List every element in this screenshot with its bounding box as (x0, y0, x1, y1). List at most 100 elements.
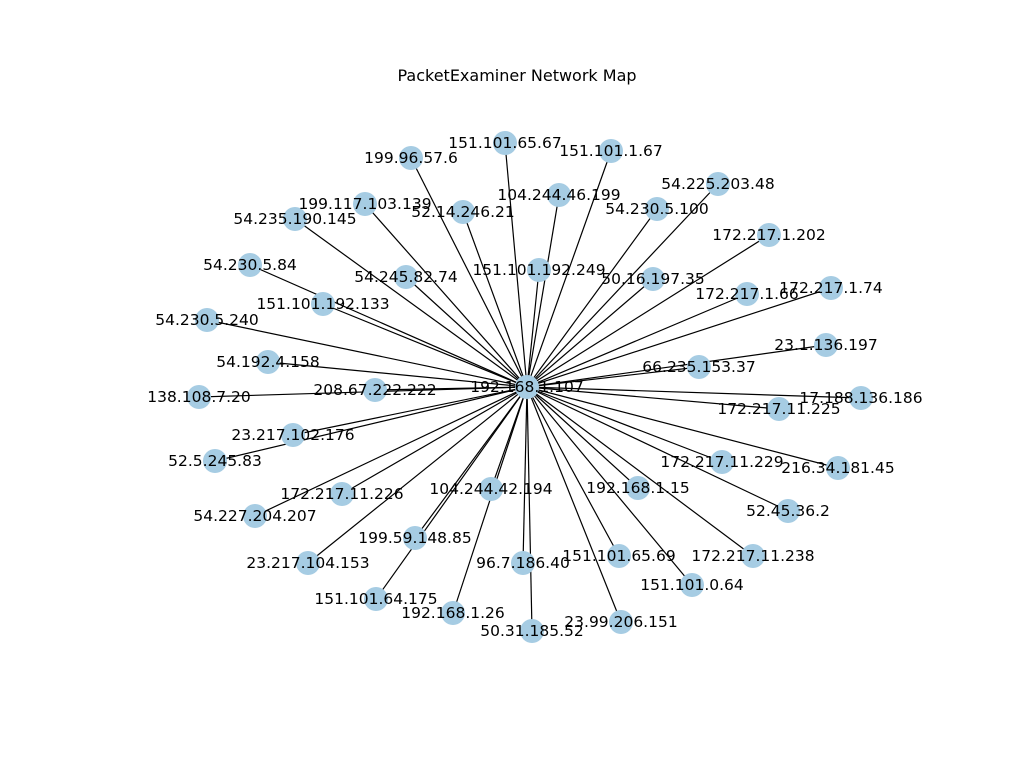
edge-151-101-192-133 (322, 303, 528, 388)
edge-54-230-5-84 (249, 264, 528, 388)
node-23-99-206-151 (609, 610, 633, 634)
node-label-54-227-204-207: 54.227.204.207 (193, 507, 316, 525)
node-54-230-5-100 (645, 197, 669, 221)
node-label-151-101-192-133: 151.101.192.133 (256, 295, 389, 313)
node-192-168-1-15 (626, 476, 650, 500)
node-151-101-192-133 (311, 292, 335, 316)
edge-172-217-11-238 (526, 386, 754, 557)
edge-52-14-246-21 (462, 211, 528, 388)
node-151-101-0-64 (680, 573, 704, 597)
node-label-50-16-197-35: 50.16.197.35 (601, 270, 705, 288)
edge-54-225-203-48 (526, 183, 719, 388)
node-label-54-230-5-84: 54.230.5.84 (203, 256, 297, 274)
edge-54-192-4-158 (267, 361, 528, 388)
node-label-192-168-1-15: 192.168.1.15 (586, 479, 690, 497)
edge-17-188-136-186 (526, 386, 862, 399)
edge-50-31-185-52 (526, 386, 533, 632)
edge-151-101-0-64 (526, 386, 693, 586)
node-23-1-136-197 (814, 333, 838, 357)
node-label-54-230-5-100: 54.230.5.100 (605, 200, 709, 218)
node-label-192-168-1-26: 192.168.1.26 (401, 604, 505, 622)
node-104-244-42-194 (479, 477, 503, 501)
edge-172-217-1-66 (526, 293, 748, 388)
node-104-244-46-199 (547, 183, 571, 207)
node-label-151-101-1-67: 151.101.1.67 (559, 142, 663, 160)
node-23-217-104-153 (296, 551, 320, 575)
edge-172-217-1-74 (526, 287, 832, 388)
edge-199-59-148-85 (414, 386, 528, 539)
node-label-151-101-192-249: 151.101.192.249 (472, 261, 605, 279)
node-199-96-57-6 (399, 146, 423, 170)
node-label-54-235-190-145: 54.235.190.145 (233, 210, 356, 228)
edge-54-245-82-74 (405, 276, 528, 388)
node-label-151-101-65-69: 151.101.65.69 (562, 547, 675, 565)
node-54-235-190-145 (283, 207, 307, 231)
node-23-217-102-176 (281, 423, 305, 447)
node-54-227-204-207 (243, 504, 267, 528)
node-label-23-1-136-197: 23.1.136.197 (774, 336, 878, 354)
node-label-54-192-4-158: 54.192.4.158 (216, 353, 320, 371)
node-label-23-217-104-153: 23.217.104.153 (246, 554, 369, 572)
node-label-151-101-0-64: 151.101.0.64 (640, 576, 744, 594)
node-138-108-7-20 (187, 385, 211, 409)
node-172-217-11-238 (741, 544, 765, 568)
node-172-217-1-202 (757, 223, 781, 247)
edge-216-34-181-45 (526, 386, 839, 469)
node-label-138-108-7-20: 138.108.7.20 (147, 388, 251, 406)
node-label-66-235-153-37: 66.235.153.37 (642, 358, 755, 376)
edge-23-1-136-197 (526, 344, 827, 388)
node-label-54-225-203-48: 54.225.203.48 (661, 175, 774, 193)
node-172-217-11-225 (767, 397, 791, 421)
node-172-217-1-66 (735, 282, 759, 306)
edge-151-101-1-67 (526, 150, 612, 388)
node-label-172-217-11-229: 172.217.11.229 (660, 453, 783, 471)
node-151-101-65-67 (493, 131, 517, 155)
node-label-52-5-245-83: 52.5.245.83 (168, 452, 262, 470)
node-151-101-1-67 (599, 139, 623, 163)
node-52-45-36-2 (776, 499, 800, 523)
node-label-54-245-82-74: 54.245.82.74 (354, 268, 458, 286)
node-208-67-222-222 (363, 378, 387, 402)
node-label-216-34-181-45: 216.34.181.45 (781, 459, 894, 477)
node-label-104-244-46-199: 104.244.46.199 (497, 186, 620, 204)
node-label-151-101-64-175: 151.101.64.175 (314, 590, 437, 608)
node-label-199-59-148-85: 199.59.148.85 (358, 529, 471, 547)
edge-54-230-5-100 (526, 208, 658, 388)
node-199-117-103-139 (353, 192, 377, 216)
node-151-101-192-249 (527, 258, 551, 282)
node-label-208-67-222-222: 208.67.222.222 (313, 381, 436, 399)
node-172-217-1-74 (819, 276, 843, 300)
edge-54-235-190-145 (294, 218, 528, 388)
node-151-101-64-175 (364, 587, 388, 611)
node-54-245-82-74 (394, 265, 418, 289)
node-96-7-186-40 (511, 551, 535, 575)
node-label-172-217-1-74: 172.217.1.74 (779, 279, 883, 297)
node-label-199-117-103-139: 199.117.103.139 (298, 195, 431, 213)
edge-151-101-65-67 (504, 142, 528, 388)
edge-54-230-5-240 (206, 319, 528, 388)
edge-104-244-46-199 (526, 194, 560, 388)
node-label-17-188-136-186: 17.188.136.186 (799, 389, 922, 407)
node-54-192-4-158 (256, 350, 280, 374)
edge-172-217-11-226 (341, 386, 528, 495)
edge-172-217-11-225 (526, 386, 780, 410)
node-label-172-217-11-226: 172.217.11.226 (280, 485, 403, 503)
node-199-59-148-85 (403, 526, 427, 550)
node-label-52-14-246-21: 52.14.246.21 (411, 203, 515, 221)
node-50-31-185-52 (520, 619, 544, 643)
node-172-217-11-226 (330, 482, 354, 506)
edge-151-101-65-69 (526, 386, 620, 557)
edge-66-235-153-37 (526, 366, 700, 388)
edge-23-217-104-153 (307, 386, 528, 564)
edge-50-16-197-35 (526, 278, 654, 388)
node-151-101-65-69 (607, 544, 631, 568)
chart-title: PacketExaminer Network Map (397, 66, 637, 85)
edge-23-217-102-176 (292, 386, 528, 436)
node-label-96-7-186-40: 96.7.186.40 (476, 554, 570, 572)
node-192-168-1-107 (515, 375, 539, 399)
node-172-217-11-229 (710, 450, 734, 474)
nodes-layer (187, 131, 873, 643)
